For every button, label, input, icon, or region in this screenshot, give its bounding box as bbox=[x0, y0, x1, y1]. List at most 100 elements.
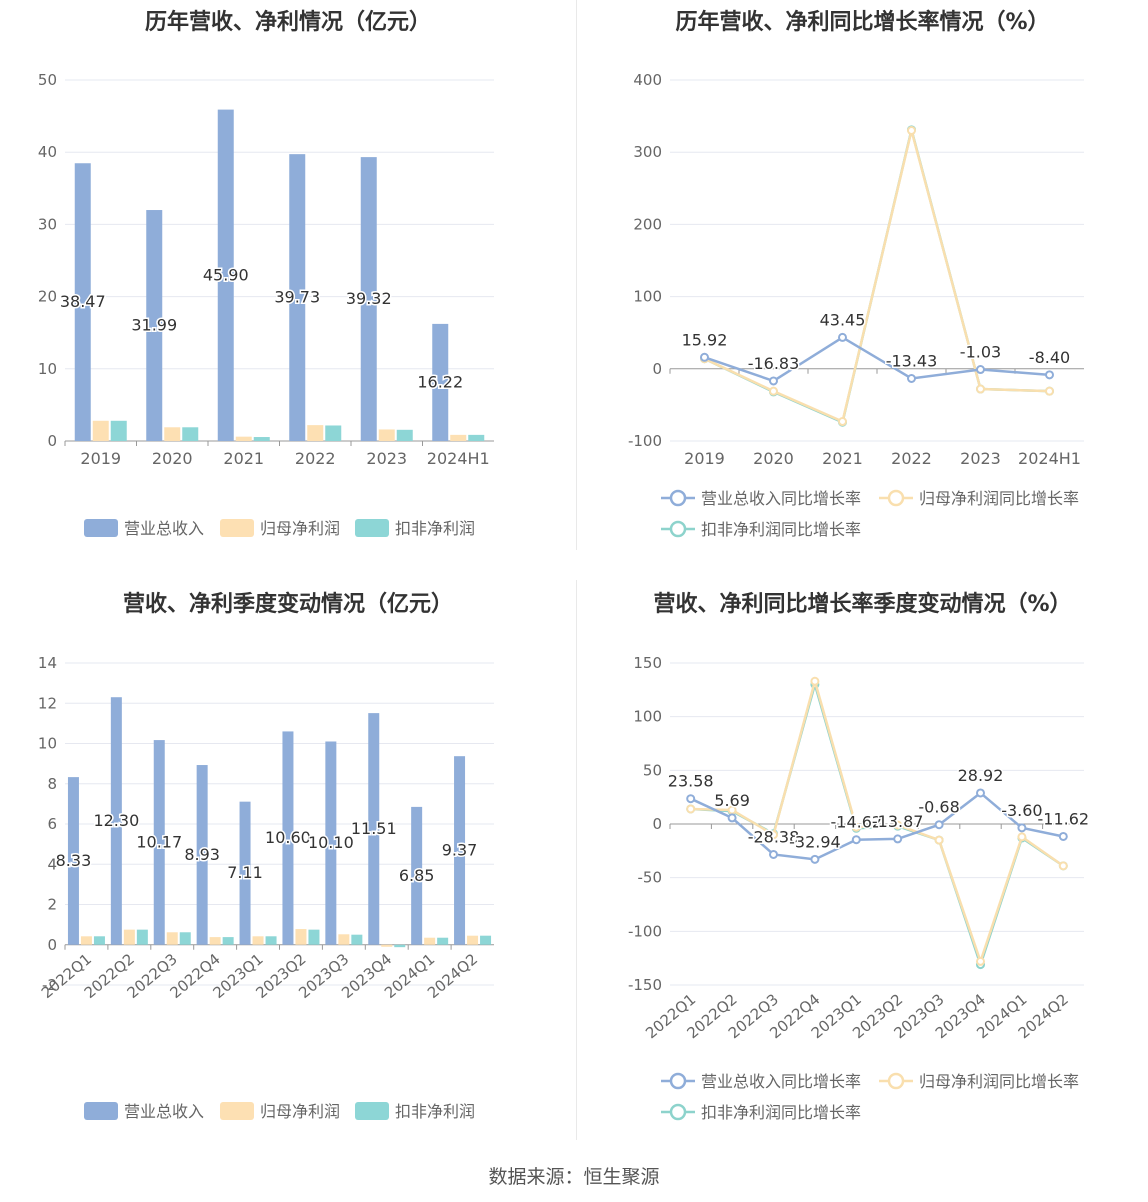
data-label: 23.58 bbox=[668, 772, 714, 791]
bar-deducted-profit bbox=[468, 434, 485, 441]
y-tick-label: 0 bbox=[652, 815, 662, 833]
bar-deducted-profit bbox=[325, 425, 342, 441]
data-label: 10.60 bbox=[265, 828, 311, 847]
chart-title: 历年营收、净利同比增长率情况（%） bbox=[675, 10, 1050, 35]
bar-net-profit bbox=[450, 434, 467, 441]
x-tick-label: 2024H1 bbox=[1018, 449, 1081, 468]
y-tick-label: -2 bbox=[42, 976, 57, 994]
y-tick-label: 100 bbox=[633, 708, 662, 726]
y-tick-label: 10 bbox=[38, 735, 57, 753]
bar-revenue bbox=[217, 109, 234, 442]
bar-revenue bbox=[432, 323, 449, 441]
chart-panel-annual-growth: 历年营收、净利同比增长率情况（%） -100 0 100 200 300 400 2019 2… bbox=[577, 0, 1148, 560]
bar-deducted-profit bbox=[110, 420, 127, 441]
data-point bbox=[810, 676, 820, 686]
bar-net-profit bbox=[209, 937, 221, 945]
data-point bbox=[934, 820, 944, 830]
data-label: 10.10 bbox=[308, 833, 354, 852]
data-point bbox=[700, 352, 709, 362]
bar-revenue bbox=[360, 157, 377, 441]
y-tick-label: -150 bbox=[628, 976, 662, 994]
data-label: 7.11 bbox=[227, 863, 263, 882]
legend-label: 营业总收入 bbox=[124, 519, 204, 538]
data-label: 10.17 bbox=[136, 832, 182, 851]
legend-swatch bbox=[355, 1102, 389, 1120]
legend-marker bbox=[669, 1103, 687, 1121]
bar-deducted-profit bbox=[93, 936, 105, 945]
legend-marker bbox=[669, 520, 687, 538]
data-point bbox=[1045, 386, 1054, 396]
y-tick-label: 30 bbox=[38, 215, 57, 233]
data-label: -16.83 bbox=[748, 354, 800, 373]
chart-panel-quarterly-growth: 营收、净利同比增长率季度变动情况（%） -150 -100 -50 0 50 100 150… bbox=[577, 582, 1148, 1142]
data-point bbox=[851, 822, 861, 832]
bar-net-profit bbox=[378, 429, 395, 441]
bar-deducted-profit bbox=[351, 934, 363, 945]
y-tick-label: 0 bbox=[47, 936, 57, 954]
data-label: 39.32 bbox=[346, 289, 392, 308]
data-label: -0.68 bbox=[918, 798, 959, 817]
data-label: 15.92 bbox=[682, 330, 728, 349]
y-tick-label: 10 bbox=[38, 360, 57, 378]
data-point bbox=[686, 804, 696, 814]
data-point bbox=[810, 854, 820, 864]
legend-swatch bbox=[355, 519, 389, 537]
chart-title: 营收、净利季度变动情况（亿元） bbox=[122, 592, 453, 617]
quarterly-growth-chart: -150-100-500501001502022Q12022Q22022Q320… bbox=[628, 654, 1091, 1122]
series-line bbox=[704, 335, 1050, 383]
legend-label: 归母净利润 bbox=[260, 519, 340, 538]
data-label: -1.03 bbox=[960, 343, 1001, 362]
series-line bbox=[703, 130, 1050, 424]
legend-marker bbox=[669, 489, 687, 507]
data-point bbox=[1045, 370, 1054, 380]
data-label: 39.73 bbox=[274, 288, 320, 307]
bar-net-profit bbox=[381, 944, 393, 947]
y-tick-label: 40 bbox=[38, 143, 57, 161]
bar-deducted-profit bbox=[308, 929, 320, 945]
data-label: -13.43 bbox=[886, 351, 938, 370]
data-label: -8.40 bbox=[1029, 348, 1070, 367]
bar-revenue bbox=[282, 731, 294, 945]
y-tick-label: 12 bbox=[38, 694, 57, 712]
legend-label: 归母净利润 bbox=[260, 1102, 340, 1121]
bar-deducted-profit bbox=[480, 935, 492, 945]
y-tick-label: 0 bbox=[47, 432, 57, 450]
data-point bbox=[769, 830, 778, 840]
data-label: 16.22 bbox=[417, 372, 463, 391]
data-point bbox=[838, 417, 847, 427]
divider-top bbox=[576, 0, 577, 550]
data-point bbox=[976, 384, 985, 394]
data-label: 8.33 bbox=[56, 851, 92, 870]
bar-revenue bbox=[239, 801, 251, 945]
x-tick-label: 2024H1 bbox=[427, 449, 490, 468]
bar-net-profit bbox=[424, 937, 436, 945]
data-point bbox=[934, 835, 944, 845]
y-tick-label: 150 bbox=[633, 654, 662, 672]
data-point bbox=[907, 126, 916, 136]
bar-revenue bbox=[368, 713, 380, 945]
bar-net-profit bbox=[164, 427, 181, 441]
legend-swatch bbox=[84, 519, 118, 537]
bar-net-profit bbox=[80, 936, 92, 945]
chart-title: 历年营收、净利情况（亿元） bbox=[144, 10, 431, 35]
y-tick-label: 100 bbox=[633, 288, 662, 306]
y-tick-label: 300 bbox=[633, 143, 662, 161]
bar-net-profit bbox=[307, 425, 324, 441]
data-point bbox=[686, 794, 696, 804]
bar-net-profit bbox=[92, 420, 109, 441]
series-line bbox=[690, 676, 1065, 966]
y-tick-label: 6 bbox=[47, 815, 57, 833]
data-point bbox=[893, 820, 903, 830]
bar-net-profit bbox=[295, 929, 307, 945]
data-point bbox=[1058, 831, 1068, 841]
bar-net-profit bbox=[467, 935, 479, 945]
y-tick-label: 2 bbox=[47, 896, 57, 914]
bar-deducted-profit bbox=[396, 429, 413, 441]
x-tick-label: 2020 bbox=[753, 449, 794, 468]
data-label: 5.69 bbox=[714, 791, 750, 810]
legend-marker bbox=[669, 1072, 687, 1090]
x-tick-label: 2023 bbox=[366, 449, 407, 468]
bar-deducted-profit bbox=[179, 932, 191, 945]
y-tick-label: 4 bbox=[47, 855, 57, 873]
x-tick-label: 2022 bbox=[295, 449, 336, 468]
